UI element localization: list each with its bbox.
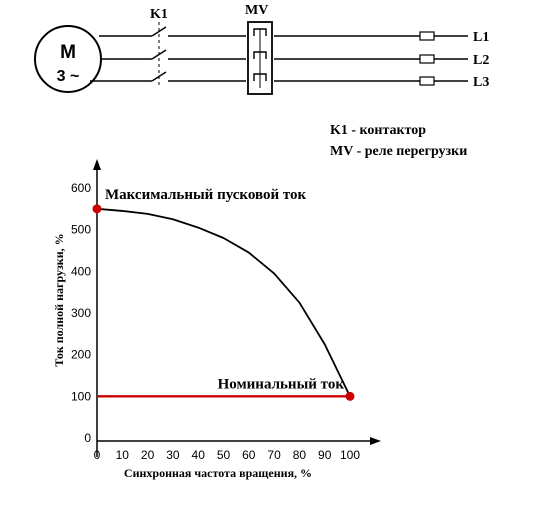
motor-rating: 3 ~: [57, 68, 80, 85]
chart-points: [92, 204, 355, 401]
circuit-labels: M 3 ~ K1 MV L1 L2 L3 K1 - контактор MV -…: [57, 3, 490, 159]
legend-contactor: K1 - контактор: [330, 123, 426, 138]
chart-axes: [93, 159, 381, 457]
relay-label: MV: [245, 3, 268, 18]
annotation-rated-current: Номинальный ток: [218, 376, 345, 392]
line-label-l3: L3: [473, 75, 489, 90]
x-tick-label: 60: [242, 448, 256, 462]
y-tick-label: 400: [71, 264, 91, 278]
y-tick-labels: 0 100 200 300 400 500 600: [71, 181, 91, 445]
relay-body: [247, 21, 273, 95]
fuse-l3: [419, 76, 435, 86]
contactor-switch-1: [151, 26, 167, 37]
contactor-label: K1: [150, 7, 168, 22]
x-tick-label: 50: [217, 448, 231, 462]
circuit-schematic: [34, 21, 468, 95]
rated-current-point: [345, 391, 355, 401]
y-tick-label: 600: [71, 181, 91, 195]
y-tick-label: 300: [71, 306, 91, 320]
max-starting-current-point: [92, 204, 102, 214]
x-tick-label: 10: [116, 448, 130, 462]
line-label-l1: L1: [473, 30, 489, 45]
fuse-l2: [419, 54, 435, 64]
chart-annotations: Максимальный пусковой ток Номинальный ток: [105, 187, 344, 393]
x-tick-label: 0: [94, 448, 101, 462]
y-axis-arrow: [93, 159, 101, 170]
x-tick-label: 80: [293, 448, 307, 462]
annotation-max-starting-current: Максимальный пусковой ток: [105, 187, 307, 203]
current-speed-chart: 0 100 200 300 400 500 600 0 10 20 30 40 50 60 70 80 90 1…: [52, 159, 381, 480]
x-tick-label: 70: [267, 448, 281, 462]
x-axis-arrow: [370, 437, 381, 445]
x-tick-label: 90: [318, 448, 332, 462]
legend-relay: MV - реле перегрузки: [330, 144, 467, 159]
line-label-l2: L2: [473, 53, 489, 68]
y-tick-label: 200: [71, 348, 91, 362]
y-tick-label: 0: [84, 431, 91, 445]
chart-series: [96, 207, 351, 398]
starting-current-curve: [96, 207, 351, 397]
motor-letter: M: [60, 42, 76, 63]
x-tick-label: 100: [340, 448, 360, 462]
x-tick-label: 20: [141, 448, 155, 462]
x-axis-label: Синхронная частота вращения, %: [124, 466, 312, 480]
y-tick-label: 100: [71, 389, 91, 403]
x-tick-labels: 0 10 20 30 40 50 60 70 80 90 100: [94, 448, 361, 462]
x-tick-label: 40: [192, 448, 206, 462]
x-tick-label: 30: [166, 448, 180, 462]
y-axis-label: Ток полной нагрузки, %: [52, 233, 66, 366]
y-tick-label: 500: [71, 223, 91, 237]
fuse-l1: [419, 31, 435, 41]
